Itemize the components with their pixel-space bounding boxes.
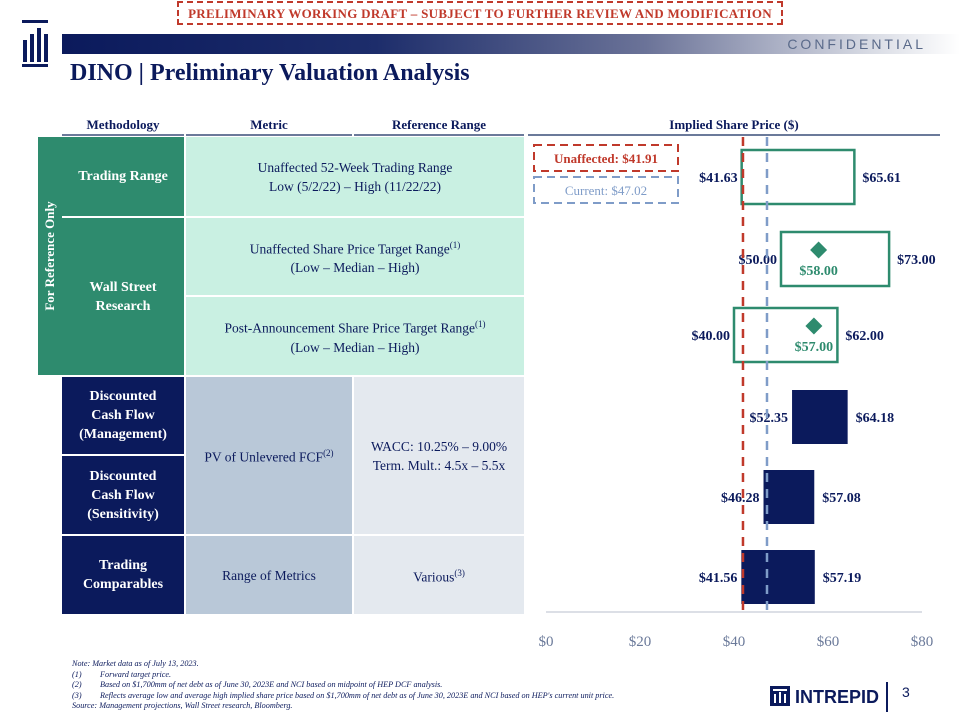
footnote-2: Based on $1,700mm of net debt as of June… — [100, 680, 443, 690]
method-dcf-management: Discounted Cash Flow (Management) — [62, 377, 184, 454]
metric-post-announcement-target-range: Post-Announcement Share Price Target Ran… — [186, 297, 524, 375]
col-underline — [528, 134, 940, 136]
median-label: $58.00 — [799, 264, 838, 279]
header-bar — [62, 34, 960, 54]
current-label-box — [533, 176, 679, 204]
reference-wacc-terminal-multiple: WACC: 10.25% – 9.00% Term. Mult.: 4.5x – … — [354, 377, 524, 534]
bar-low-label: $50.00 — [739, 253, 778, 268]
unaffected-label-box — [533, 144, 679, 172]
x-tick-label: $0 — [539, 634, 554, 650]
median-marker — [805, 317, 823, 335]
method-trading-range: Trading Range — [62, 137, 184, 216]
range-bar — [741, 550, 815, 604]
x-tick-label: $40 — [723, 634, 746, 650]
metric-pv-unlevered-fcf: PV of Unlevered FCF(2) — [186, 377, 352, 534]
x-tick-label: $60 — [817, 634, 840, 650]
x-tick-label: $20 — [629, 634, 652, 650]
bar-high-label: $57.08 — [822, 491, 861, 506]
range-bar — [740, 148, 856, 206]
footnote-source: Source: Management projections, Wall Str… — [72, 701, 293, 711]
bar-low-label: $41.63 — [699, 171, 738, 186]
page-title: DINO | Preliminary Valuation Analysis — [70, 60, 470, 86]
logo-icon — [20, 20, 52, 73]
method-wall-street-research: Wall Street Research — [62, 218, 184, 375]
bar-low-label: $52.35 — [750, 411, 789, 426]
col-underline — [62, 134, 184, 136]
col-underline — [354, 134, 524, 136]
col-header-reference-range: Reference Range — [392, 117, 486, 132]
col-header-methodology: Methodology — [86, 117, 160, 132]
brand-name: INTREPID — [795, 687, 879, 707]
unaffected-label: Unaffected: $41.91 — [554, 151, 658, 166]
footnotes: Note: Market data as of July 13, 2023. (… — [72, 659, 615, 711]
metric-trading-range: Unaffected 52-Week Trading Range Low (5/… — [186, 137, 524, 216]
x-tick-label: $80 — [911, 634, 934, 650]
bar-low-label: $40.00 — [692, 329, 731, 344]
footnote-note: Note: Market data as of July 13, 2023. — [72, 659, 199, 668]
bar-high-label: $62.00 — [845, 329, 884, 344]
method-dcf-sensitivity: Discounted Cash Flow (Sensitivity) — [62, 456, 184, 534]
for-reference-only-label: For Reference Only — [38, 137, 62, 375]
bar-high-label: $57.19 — [823, 571, 862, 586]
reference-various: Various(3) — [354, 536, 524, 614]
intrepid-logo: INTREPID — [768, 680, 894, 719]
range-bar — [779, 230, 891, 288]
footnote-1: Forward target price. — [100, 669, 172, 679]
bar-high-label: $73.00 — [897, 253, 936, 268]
bar-low-label: $41.56 — [699, 571, 738, 586]
metric-range-of-metrics: Range of Metrics — [186, 536, 352, 614]
bar-low-label: $46.28 — [721, 491, 760, 506]
range-bar — [732, 306, 839, 364]
method-trading-comparables: Trading Comparables — [62, 536, 184, 614]
footnote-3: Reflects average low and average high im… — [100, 690, 615, 700]
confidential-label: CONFIDENTIAL — [787, 36, 926, 52]
range-bar — [792, 390, 848, 444]
bar-high-label: $64.18 — [856, 411, 895, 426]
draft-banner: PRELIMINARY WORKING DRAFT – SUBJECT TO F… — [177, 1, 783, 25]
col-header-implied-share-price: Implied Share Price ($) — [669, 117, 799, 132]
median-label: $57.00 — [795, 340, 834, 355]
range-bar — [763, 470, 815, 524]
bar-high-label: $65.61 — [862, 171, 901, 186]
metric-unaffected-target-range: Unaffected Share Price Target Range(1) (… — [186, 218, 524, 295]
implied-share-price-chart: $0 $20 $40 $60 $80 $41.63 $65.61 $50.00 $73.00 $5… — [533, 137, 936, 650]
page-number: 3 — [902, 684, 910, 700]
col-header-metric: Metric — [250, 117, 288, 132]
current-label: Current: $47.02 — [565, 183, 647, 198]
col-underline — [186, 134, 352, 136]
